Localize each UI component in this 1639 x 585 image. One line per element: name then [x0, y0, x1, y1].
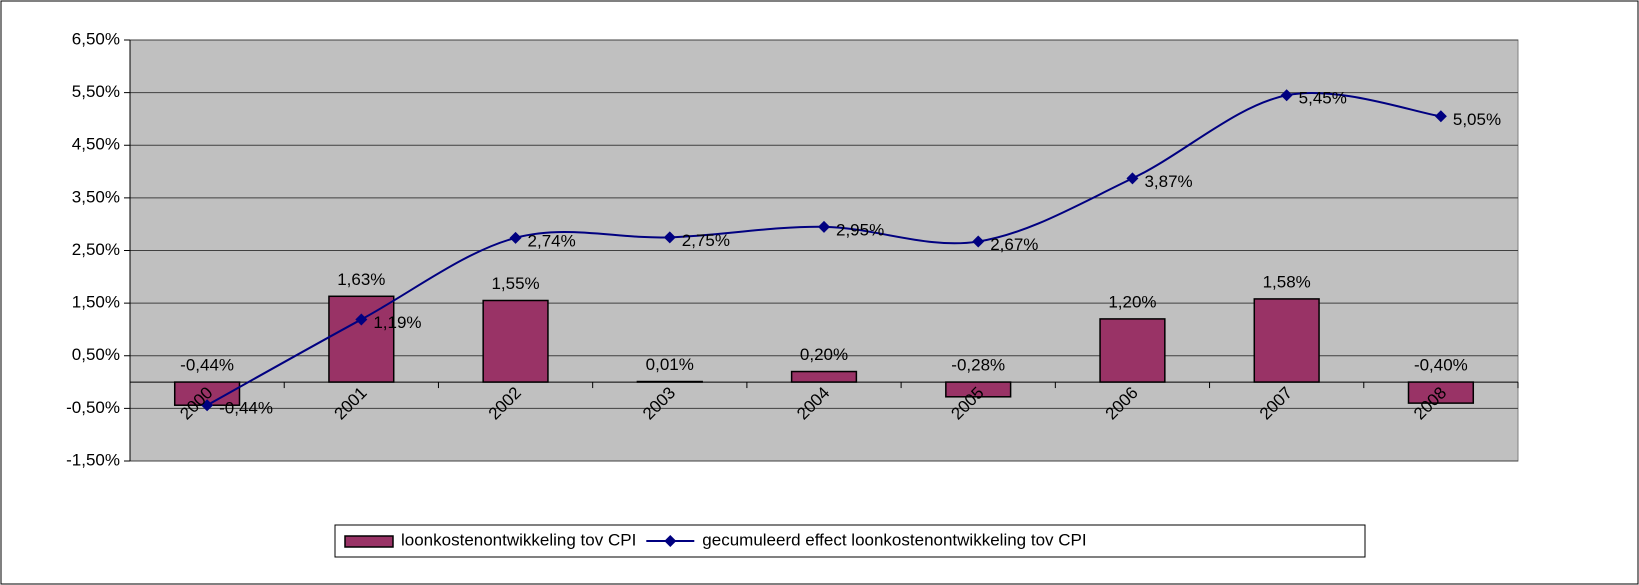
- legend-swatch: [344, 535, 394, 548]
- y-tick-label: 3,50%: [72, 187, 120, 206]
- bar: [1407, 381, 1475, 404]
- line-marker: [972, 235, 985, 248]
- bar-value-label: 1,58%: [1263, 272, 1311, 291]
- y-tick-label: 5,50%: [72, 82, 120, 101]
- bar: [482, 299, 549, 383]
- line-value-label: 2,74%: [528, 231, 576, 250]
- y-tick-label: -1,50%: [66, 450, 120, 469]
- y-tick-label: -0,50%: [66, 398, 120, 417]
- line-value-label: 2,67%: [990, 235, 1038, 254]
- legend-marker: [664, 535, 677, 547]
- line-value-label: 5,45%: [1299, 89, 1347, 108]
- bar-value-label: 1,20%: [1108, 292, 1156, 311]
- line-marker: [1434, 110, 1447, 123]
- line-marker: [355, 313, 368, 326]
- bar: [1253, 298, 1320, 383]
- bar-value-label: -0,44%: [180, 356, 234, 375]
- legend-box: [334, 524, 1366, 558]
- bar-value-label: 1,55%: [491, 274, 539, 293]
- line-value-label: 2,95%: [836, 220, 884, 239]
- y-tick-label: 2,50%: [72, 240, 120, 259]
- line-value-label: -0,44%: [219, 399, 273, 418]
- line-marker: [1126, 172, 1139, 185]
- line-marker: [509, 231, 522, 244]
- y-tick-label: 4,50%: [72, 135, 120, 154]
- bar-value-label: 1,63%: [337, 270, 385, 289]
- y-tick-label: 1,50%: [72, 293, 120, 312]
- line-marker: [663, 231, 676, 244]
- legend-label: gecumuleerd effect loonkostenontwikkelin…: [702, 530, 1086, 549]
- bar: [328, 295, 395, 383]
- bar: [945, 381, 1012, 398]
- line-marker: [818, 220, 830, 233]
- line-value-label: 1,19%: [373, 313, 421, 332]
- legend: loonkostenontwikkeling tov CPI gecumuleer…: [334, 524, 1366, 558]
- line-marker: [201, 399, 214, 412]
- bar: [790, 370, 858, 383]
- line-marker: [1280, 89, 1293, 102]
- bar-value-label: -0,40%: [1414, 356, 1468, 375]
- bar: [636, 380, 703, 383]
- y-tick-label: 0,50%: [72, 345, 120, 364]
- bar: [1099, 318, 1166, 383]
- legend-label: loonkostenontwikkeling tov CPI: [401, 530, 636, 549]
- y-tick-label: 6,50%: [72, 29, 120, 48]
- bar-value-label: 0,20%: [800, 345, 848, 364]
- bar-value-label: -0,28%: [951, 356, 1005, 375]
- line-value-label: 5,05%: [1453, 110, 1501, 129]
- bar-value-label: 0,01%: [646, 355, 694, 374]
- line-value-label: 2,75%: [682, 231, 730, 250]
- line-value-label: 3,87%: [1144, 172, 1192, 191]
